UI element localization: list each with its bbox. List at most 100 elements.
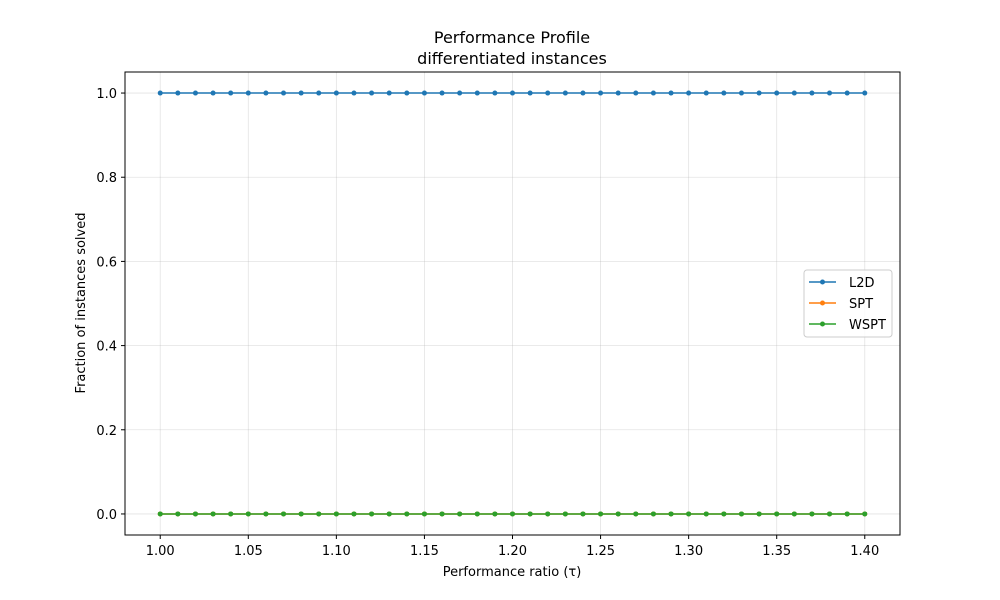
data-point-l2d — [774, 90, 780, 96]
data-point-wspt — [175, 511, 181, 517]
data-point-l2d — [721, 90, 727, 96]
data-point-wspt — [281, 511, 287, 517]
data-point-wspt — [756, 511, 762, 517]
data-point-wspt — [827, 511, 833, 517]
data-point-wspt — [650, 511, 656, 517]
x-tick-label: 1.15 — [410, 544, 439, 559]
data-point-wspt — [351, 511, 357, 517]
x-tick-label: 1.30 — [674, 544, 703, 559]
data-point-wspt — [386, 511, 392, 517]
data-point-l2d — [738, 90, 744, 96]
x-tick-label: 1.20 — [498, 544, 527, 559]
data-point-l2d — [351, 90, 357, 96]
data-point-wspt — [862, 511, 868, 517]
data-point-l2d — [263, 90, 269, 96]
y-tick-label: 0.2 — [96, 424, 117, 439]
data-point-wspt — [210, 511, 216, 517]
data-point-wspt — [527, 511, 533, 517]
data-point-wspt — [809, 511, 815, 517]
legend-item-wspt: WSPT — [809, 318, 886, 333]
data-point-l2d — [562, 90, 568, 96]
data-point-l2d — [844, 90, 850, 96]
data-point-wspt — [157, 511, 163, 517]
legend: L2D SPT WSPT — [803, 269, 893, 338]
data-point-l2d — [157, 90, 163, 96]
y-tick-label: 0.4 — [96, 340, 117, 355]
data-point-wspt — [245, 511, 251, 517]
legend-marker-l2d — [820, 279, 825, 285]
data-point-wspt — [333, 511, 339, 517]
x-axis-ticks: 1.00 1.05 1.10 1.15 1.20 1.25 1.30 1.35 1.40 — [146, 535, 879, 559]
data-point-l2d — [809, 90, 815, 96]
data-point-l2d — [404, 90, 410, 96]
data-point-wspt — [228, 511, 234, 517]
chart-title: Performance Profile — [434, 28, 590, 47]
data-point-wspt — [421, 511, 427, 517]
data-point-l2d — [827, 90, 833, 96]
data-point-l2d — [439, 90, 445, 96]
legend-item-l2d: L2D — [809, 276, 875, 291]
x-tick-label: 1.00 — [146, 544, 175, 559]
data-point-wspt — [668, 511, 674, 517]
x-tick-label: 1.10 — [322, 544, 351, 559]
legend-label-l2d: L2D — [849, 276, 875, 291]
data-point-l2d — [316, 90, 322, 96]
data-point-wspt — [844, 511, 850, 517]
data-point-wspt — [404, 511, 410, 517]
data-point-wspt — [703, 511, 709, 517]
y-tick-label: 0.6 — [96, 255, 117, 270]
series-wspt — [157, 511, 868, 517]
data-point-wspt — [615, 511, 621, 517]
y-axis-ticks: 0.0 0.2 0.4 0.6 0.8 1.0 — [96, 87, 125, 523]
data-point-l2d — [298, 90, 304, 96]
data-point-l2d — [527, 90, 533, 96]
data-point-wspt — [457, 511, 463, 517]
data-point-wspt — [298, 511, 304, 517]
data-point-wspt — [580, 511, 586, 517]
data-point-wspt — [738, 511, 744, 517]
data-point-wspt — [791, 511, 797, 517]
data-point-l2d — [210, 90, 216, 96]
data-point-wspt — [369, 511, 375, 517]
legend-marker-spt — [820, 300, 825, 306]
data-point-l2d — [633, 90, 639, 96]
data-point-wspt — [774, 511, 780, 517]
data-point-wspt — [633, 511, 639, 517]
data-point-l2d — [703, 90, 709, 96]
legend-item-spt: SPT — [809, 297, 873, 312]
data-point-wspt — [474, 511, 480, 517]
y-tick-label: 1.0 — [96, 87, 117, 102]
legend-box — [803, 269, 893, 338]
data-point-l2d — [650, 90, 656, 96]
x-tick-label: 1.40 — [850, 544, 879, 559]
data-point-l2d — [175, 90, 181, 96]
data-point-l2d — [580, 90, 586, 96]
x-tick-label: 1.35 — [762, 544, 791, 559]
data-point-l2d — [457, 90, 463, 96]
data-point-wspt — [686, 511, 692, 517]
x-axis-label: Performance ratio (τ) — [443, 565, 582, 580]
data-point-wspt — [545, 511, 551, 517]
data-point-wspt — [492, 511, 498, 517]
data-point-l2d — [474, 90, 480, 96]
data-point-l2d — [192, 90, 198, 96]
data-point-l2d — [545, 90, 551, 96]
data-point-l2d — [668, 90, 674, 96]
legend-label-spt: SPT — [849, 297, 873, 312]
y-tick-label: 0.0 — [96, 508, 117, 523]
legend-marker-wspt — [820, 321, 825, 327]
series-layer — [157, 90, 868, 517]
legend-label-wspt: WSPT — [849, 318, 886, 333]
data-point-wspt — [439, 511, 445, 517]
data-point-l2d — [421, 90, 427, 96]
data-point-wspt — [192, 511, 198, 517]
x-tick-label: 1.25 — [586, 544, 615, 559]
data-point-l2d — [791, 90, 797, 96]
data-point-l2d — [369, 90, 375, 96]
y-axis-label: Fraction of instances solved — [74, 213, 89, 394]
data-point-l2d — [245, 90, 251, 96]
data-point-l2d — [386, 90, 392, 96]
data-point-wspt — [316, 511, 322, 517]
y-tick-label: 0.8 — [96, 171, 117, 186]
